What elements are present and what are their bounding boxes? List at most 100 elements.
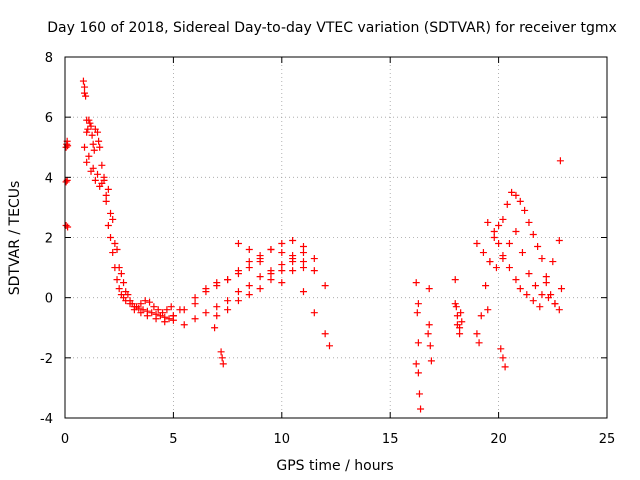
- data-point: [495, 221, 503, 229]
- data-point: [224, 276, 232, 284]
- data-point: [512, 191, 520, 199]
- data-point: [224, 306, 232, 314]
- data-point: [90, 146, 98, 154]
- data-point: [473, 330, 481, 338]
- data-point: [137, 309, 145, 317]
- data-point: [111, 240, 119, 248]
- data-point: [86, 119, 94, 127]
- data-point: [542, 279, 550, 287]
- data-point: [518, 249, 526, 257]
- series-late-gaps: [412, 276, 466, 413]
- data-points: [62, 77, 565, 413]
- data-point: [234, 240, 242, 248]
- data-point: [549, 258, 557, 266]
- y-tick-label: 6: [45, 111, 53, 126]
- data-point: [497, 345, 505, 353]
- data-point: [426, 342, 434, 350]
- data-point: [245, 291, 253, 299]
- data-point: [310, 267, 318, 275]
- y-tick-label: 2: [45, 232, 53, 247]
- data-point: [95, 137, 103, 145]
- data-point: [427, 357, 435, 365]
- data-point: [211, 324, 219, 332]
- data-point: [503, 200, 511, 208]
- y-tick-label: 0: [45, 292, 53, 307]
- data-point: [490, 234, 498, 241]
- data-point: [115, 285, 123, 293]
- data-point: [143, 312, 151, 320]
- data-point: [180, 321, 188, 329]
- data-point: [81, 83, 89, 91]
- x-tick-label: 15: [382, 432, 399, 447]
- x-tick-label: 10: [274, 432, 291, 447]
- data-point: [425, 285, 433, 293]
- data-point: [62, 178, 70, 186]
- x-axis-label: GPS time / hours: [276, 458, 393, 474]
- data-point: [169, 312, 177, 320]
- data-point: [234, 288, 242, 296]
- data-point: [499, 354, 507, 362]
- data-point: [85, 152, 93, 160]
- data-point: [544, 294, 552, 302]
- x-axis-ticks: 0 5 10 15 20 25: [61, 57, 615, 447]
- data-point: [89, 140, 97, 148]
- data-point: [516, 197, 524, 205]
- data-point: [551, 300, 559, 308]
- data-point: [479, 249, 487, 257]
- data-point: [107, 209, 115, 217]
- series-midday-tracks: [169, 237, 333, 368]
- data-point: [458, 318, 466, 326]
- data-point: [81, 143, 89, 151]
- data-point: [83, 158, 91, 166]
- data-point: [256, 273, 264, 281]
- y-tick-label: 8: [45, 51, 53, 66]
- data-point: [152, 315, 160, 323]
- y-tick-label: -4: [40, 412, 53, 427]
- data-point: [87, 122, 95, 130]
- data-point: [321, 330, 329, 338]
- data-point: [126, 297, 134, 305]
- data-point: [414, 339, 422, 347]
- data-point: [83, 128, 91, 136]
- data-point: [484, 306, 492, 314]
- data-point: [499, 215, 507, 223]
- data-point: [180, 306, 188, 314]
- data-point: [202, 309, 210, 317]
- data-point: [538, 291, 546, 299]
- data-point: [234, 297, 242, 305]
- data-point: [87, 167, 95, 175]
- data-point: [245, 264, 253, 272]
- data-point: [102, 191, 110, 199]
- data-point: [267, 276, 275, 284]
- data-point: [130, 306, 138, 314]
- data-point: [505, 240, 513, 248]
- data-point: [245, 282, 253, 290]
- y-axis-label: SDTVAR / TECUs: [7, 181, 23, 296]
- data-point: [278, 249, 286, 257]
- data-point: [159, 309, 167, 317]
- data-point: [475, 339, 483, 347]
- data-point: [98, 161, 106, 169]
- data-point: [557, 285, 565, 293]
- data-point: [120, 279, 128, 287]
- data-point: [299, 249, 307, 257]
- data-point: [278, 279, 286, 287]
- data-point: [62, 221, 70, 229]
- data-point: [148, 309, 156, 317]
- data-point: [113, 246, 121, 254]
- data-point: [482, 282, 490, 290]
- data-point: [310, 255, 318, 263]
- data-point: [512, 276, 520, 284]
- data-point: [457, 309, 465, 317]
- data-point: [492, 264, 500, 272]
- data-point: [473, 240, 481, 248]
- data-point: [109, 249, 117, 257]
- data-point: [521, 206, 529, 214]
- data-point: [256, 252, 264, 260]
- data-point: [267, 246, 275, 254]
- data-point: [501, 363, 509, 371]
- data-point: [202, 285, 210, 293]
- data-point: [508, 188, 516, 196]
- chart-title: Day 160 of 2018, Sidereal Day-to-day VTE…: [47, 20, 617, 36]
- data-point: [529, 230, 537, 238]
